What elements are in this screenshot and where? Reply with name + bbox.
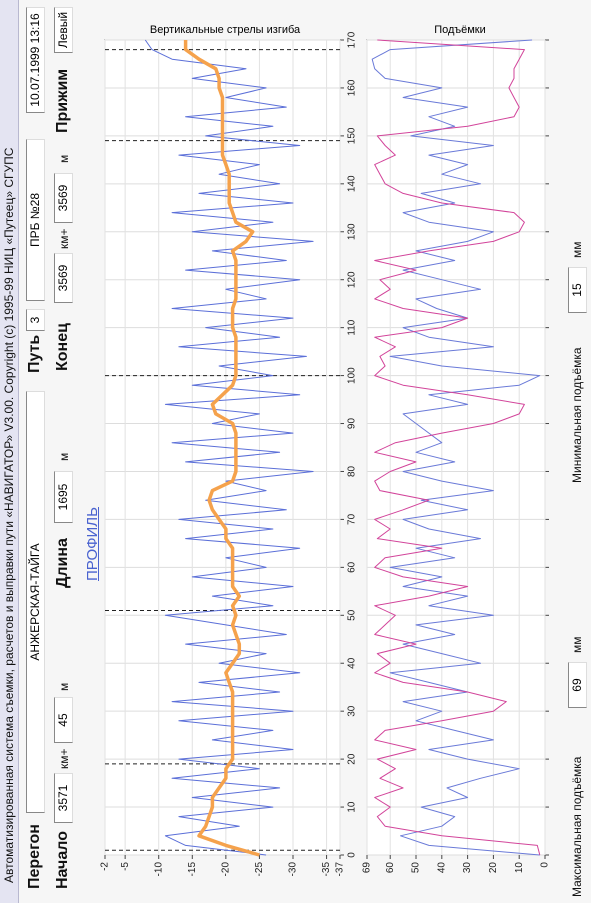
- y-tick-label: -37: [335, 862, 346, 877]
- x-tick-label: 10: [347, 801, 358, 813]
- x-tick-label: 50: [347, 609, 358, 621]
- charts: 0102030405060708090100110120130140150160…: [100, 31, 551, 877]
- y-tick-label: -10: [153, 862, 164, 877]
- data-line: [371, 39, 541, 856]
- x-tick-label: 130: [347, 223, 358, 240]
- x-tick-label: 140: [347, 175, 358, 192]
- y-tick-label: -25: [254, 862, 265, 877]
- y-tick-label: -20: [220, 862, 231, 877]
- y-tick-label: -5: [120, 862, 131, 871]
- y-tick-label: 0: [540, 862, 551, 868]
- y-tick-label: -35: [321, 862, 332, 877]
- y-tick-label: 60: [385, 862, 396, 874]
- y-tick-label: -2: [100, 862, 111, 871]
- x-tick-label: 170: [347, 31, 358, 48]
- x-tick-label: 150: [347, 127, 358, 144]
- x-tick-label: 160: [347, 79, 358, 96]
- data-line: [183, 40, 260, 857]
- chart-title: Вертикальные стрелы изгиба: [149, 24, 301, 36]
- label: Максимальная подъёмка: [570, 756, 584, 897]
- chart-title: Подъёмки: [434, 24, 486, 36]
- y-tick-label: 30: [462, 862, 473, 874]
- y-tick-label: 10: [514, 862, 525, 874]
- x-tick-label: 100: [347, 367, 358, 384]
- y-tick-label: -30: [288, 862, 299, 877]
- unit: мм: [570, 241, 584, 259]
- label: Минимальная подъёмка: [570, 347, 584, 483]
- field[interactable]: 69: [568, 662, 587, 708]
- x-tick-label: 80: [347, 465, 358, 477]
- field[interactable]: 15: [568, 267, 587, 313]
- x-tick-label: 0: [347, 852, 358, 858]
- x-tick-label: 60: [347, 561, 358, 573]
- data-line: [374, 39, 541, 856]
- x-tick-label: 20: [347, 753, 358, 765]
- y-tick-label: 20: [488, 862, 499, 874]
- x-tick-label: 40: [347, 657, 358, 669]
- y-tick-label: 69: [362, 862, 373, 874]
- unit: мм: [570, 636, 584, 654]
- x-tick-label: 70: [347, 513, 358, 525]
- y-tick-label: 40: [436, 862, 447, 874]
- x-tick-label: 110: [347, 319, 358, 335]
- x-tick-label: 30: [347, 705, 358, 717]
- x-tick-label: 90: [347, 418, 358, 430]
- y-tick-label: -15: [187, 862, 198, 877]
- y-tick-label: 50: [411, 862, 422, 874]
- x-tick-label: 120: [347, 271, 358, 288]
